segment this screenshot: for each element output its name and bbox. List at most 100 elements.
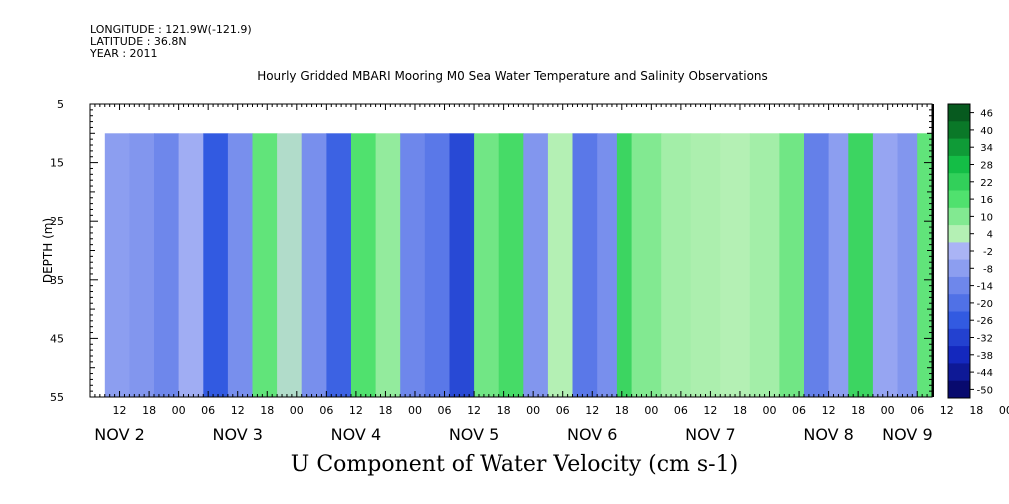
x-hour-label: 12	[940, 404, 954, 417]
data-cell	[779, 133, 805, 398]
data-cell	[848, 133, 874, 398]
colorbar-swatch	[948, 242, 970, 261]
x-hour-label: 00	[172, 404, 186, 417]
x-hour-label: 00	[644, 404, 658, 417]
colorbar-label: -32	[977, 334, 993, 345]
data-cell	[661, 133, 692, 398]
colorbar-swatch	[948, 207, 970, 226]
data-cell	[749, 133, 780, 398]
x-day-label: NOV 4	[331, 425, 382, 444]
colorbar-frame	[947, 103, 971, 399]
x-hour-label: 06	[910, 404, 924, 417]
x-hour-label: 12	[822, 404, 836, 417]
colorbar-label: -8	[983, 264, 993, 275]
x-hour-label: 12	[231, 404, 245, 417]
colorbar-swatch	[948, 276, 970, 295]
x-hour-label: 00	[881, 404, 895, 417]
x-hour-label: 06	[438, 404, 452, 417]
colorbar-swatch	[948, 121, 970, 140]
colorbar-label: -2	[983, 247, 993, 258]
data-cell	[424, 133, 450, 398]
colorbar-swatch	[948, 346, 970, 364]
x-hour-label: 12	[585, 404, 599, 417]
x-hour-label: 00	[290, 404, 304, 417]
colorbar-label: -14	[977, 282, 993, 293]
data-cell	[277, 133, 303, 398]
colorbar-swatch	[948, 328, 970, 347]
data-cell	[804, 133, 830, 398]
data-cell	[375, 133, 401, 398]
y-tick-label: 45	[50, 332, 64, 345]
x-day-label: NOV 7	[685, 425, 736, 444]
colorbar-swatch	[948, 104, 970, 122]
x-hour-label: 18	[260, 404, 274, 417]
x-day-label: NOV 6	[567, 425, 618, 444]
data-cell	[572, 133, 598, 398]
x-hour-label: 06	[556, 404, 570, 417]
x-day-label: NOV 3	[212, 425, 263, 444]
data-cell	[872, 133, 899, 398]
x-hour-label: 18	[969, 404, 983, 417]
data-cell	[690, 133, 721, 398]
y-axis-label: DEPTH (m)	[41, 218, 55, 283]
y-tick-label: 55	[50, 391, 64, 404]
data-cell	[326, 133, 352, 398]
data-cell	[616, 133, 633, 398]
x-hour-label: 00	[999, 404, 1009, 417]
data-cell	[301, 133, 327, 398]
x-hour-label: 06	[201, 404, 215, 417]
x-hour-label: 18	[378, 404, 392, 417]
data-cell	[129, 133, 155, 398]
colorbar-label: 28	[980, 161, 993, 172]
colorbar-swatch	[948, 138, 970, 157]
x-hour-label: 00	[408, 404, 422, 417]
colorbar-swatch	[948, 173, 970, 191]
colorbar-swatch	[948, 190, 970, 209]
colorbar-label: 10	[980, 212, 993, 223]
data-cell	[154, 133, 180, 398]
x-day-label: NOV 8	[803, 425, 854, 444]
data-cell	[474, 133, 500, 398]
colorbar-label: 4	[987, 230, 993, 241]
colorbar-swatch	[948, 363, 970, 382]
data-cell	[252, 133, 278, 398]
colorbar-swatch	[948, 294, 970, 312]
x-hour-label: 12	[467, 404, 481, 417]
x-hour-label: 18	[142, 404, 156, 417]
x-hour-label: 12	[113, 404, 127, 417]
colorbar-label: -26	[977, 316, 993, 327]
data-cell	[498, 133, 524, 398]
data-cell	[523, 133, 549, 398]
x-hour-label: 12	[349, 404, 363, 417]
colorbar-label: -38	[977, 351, 993, 362]
x-hour-label: 00	[763, 404, 777, 417]
colorbar-label: 40	[980, 126, 993, 137]
colorbar-label: 34	[980, 143, 993, 154]
x-hour-label: 06	[319, 404, 333, 417]
data-cell	[400, 133, 426, 398]
x-day-label: NOV 5	[449, 425, 500, 444]
data-cell	[547, 133, 574, 398]
data-cell	[631, 133, 662, 398]
x-hour-label: 06	[792, 404, 806, 417]
data-cell	[178, 133, 204, 398]
chart-title: Hourly Gridded MBARI Mooring M0 Sea Wate…	[257, 69, 768, 83]
colorbar-swatch	[948, 311, 970, 330]
data-cell	[227, 133, 254, 398]
x-axis-label: U Component of Water Velocity (cm s-1)	[290, 452, 739, 477]
x-hour-label: 00	[526, 404, 540, 417]
colorbar-swatch	[948, 380, 970, 399]
y-tick-label: 35	[50, 274, 64, 287]
longitude-label: LONGITUDE : 121.9W(-121.9)	[90, 23, 252, 36]
colorbar-label: 46	[980, 109, 993, 120]
colorbar-label: 16	[980, 195, 993, 206]
x-hour-label: 12	[703, 404, 717, 417]
x-day-label: NOV 9	[882, 425, 933, 444]
colorbar-label: 22	[980, 178, 993, 189]
data-cell	[917, 133, 933, 398]
data-cell	[597, 133, 618, 398]
data-cell	[897, 133, 918, 398]
data-cell	[828, 133, 849, 398]
x-hour-label: 18	[733, 404, 747, 417]
